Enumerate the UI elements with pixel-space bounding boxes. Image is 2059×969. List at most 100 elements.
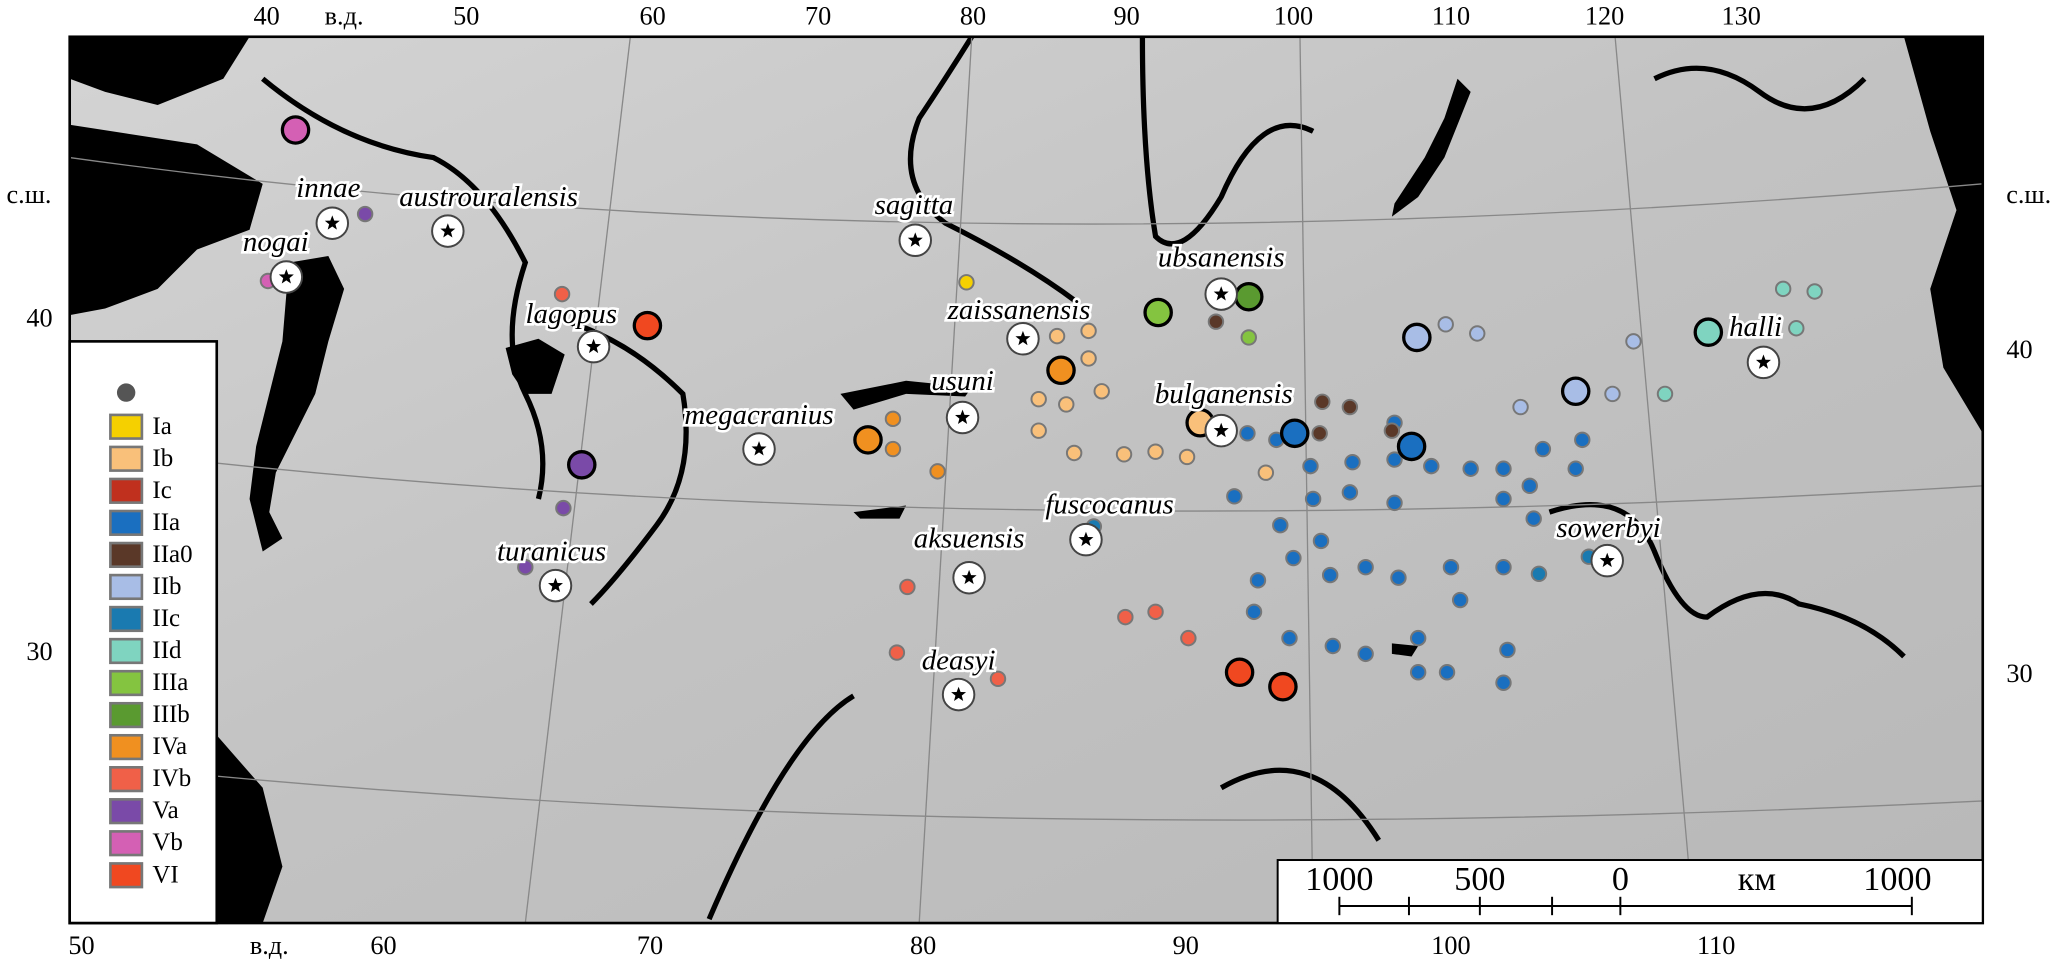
coordinate-label: 50	[453, 1, 479, 30]
sample-point	[1341, 398, 1359, 416]
sample-point	[1521, 477, 1538, 495]
sample-point	[1567, 460, 1584, 477]
sample-point	[1249, 572, 1267, 589]
legend-swatch	[109, 477, 144, 504]
taxon-label: fuscocanus	[1045, 488, 1173, 520]
coordinate-label: 130	[1721, 1, 1760, 30]
coordinate-label: с.ш.	[6, 180, 51, 209]
terrain	[69, 36, 1983, 924]
coordinate-label: в.д.	[325, 1, 364, 30]
coordinate-label: 40	[254, 1, 280, 30]
coordinate-label: 30	[26, 637, 52, 666]
sample-point	[1224, 657, 1255, 688]
sample-point	[1442, 559, 1460, 576]
legend-label: IIIa	[152, 669, 188, 696]
legend-label: IVa	[152, 733, 187, 760]
sample-point	[884, 410, 902, 428]
star	[548, 577, 563, 593]
legend-swatch	[109, 862, 144, 889]
taxon-label: megacranius	[684, 399, 833, 431]
star	[1015, 330, 1031, 346]
sample-point	[1178, 448, 1196, 466]
sample-point	[1469, 325, 1486, 342]
legend-swatch	[109, 605, 144, 633]
sample-point	[555, 499, 572, 517]
sample-point	[1390, 569, 1407, 586]
sample-point	[1693, 317, 1724, 347]
sample-point	[1240, 329, 1257, 346]
sample-point	[1093, 383, 1110, 400]
taxon-label: innae	[296, 172, 360, 204]
sample-point	[1386, 494, 1403, 512]
sample-point	[1058, 396, 1075, 413]
sample-point	[1239, 425, 1256, 442]
sample-point	[280, 115, 311, 145]
star	[586, 338, 602, 354]
taxon-label: usuni	[931, 365, 994, 397]
sample-point	[1285, 549, 1302, 567]
sample-point	[1409, 664, 1427, 681]
star	[751, 441, 767, 456]
legend-swatch	[109, 830, 144, 857]
coordinate-label: в.д.	[250, 931, 289, 960]
coordinate-label: 60	[370, 931, 396, 960]
sample-point	[989, 670, 1007, 688]
star	[440, 223, 456, 238]
taxon-label: nogai	[243, 226, 309, 258]
sample-point	[884, 440, 902, 458]
sample-point	[1525, 510, 1542, 527]
sample-point	[1207, 313, 1225, 330]
sample-point	[356, 205, 374, 223]
sample-point	[1080, 322, 1097, 340]
sample-point	[1234, 281, 1264, 312]
sample-point	[1462, 460, 1479, 477]
sample-point	[888, 644, 906, 661]
coordinate-label: 30	[2006, 659, 2032, 688]
legend-swatch	[109, 509, 144, 536]
taxon-label: bulganensis	[1155, 378, 1293, 410]
legend-label: IIa	[152, 509, 180, 536]
sample-point	[1180, 629, 1197, 647]
sample-point	[1383, 422, 1401, 439]
sample-point	[1117, 608, 1134, 626]
taxon-label: sowerbyi	[1556, 512, 1660, 544]
sample-point	[1402, 322, 1432, 353]
sample-point	[1147, 443, 1164, 460]
sample-point	[1495, 674, 1512, 691]
taxon-label: lagopus	[526, 298, 617, 330]
sample-point	[1495, 460, 1512, 477]
star	[961, 569, 977, 585]
legend-dot	[116, 383, 136, 402]
sample-point	[1115, 446, 1133, 463]
legend-label: IIc	[152, 605, 180, 632]
sample-point	[1304, 490, 1322, 508]
sample-point	[1560, 376, 1591, 407]
sample-point	[1451, 591, 1469, 609]
taxon-label: turanicus	[497, 536, 606, 568]
legend-label: Vb	[152, 829, 182, 856]
star	[951, 686, 967, 702]
legend-swatch	[109, 798, 144, 825]
taxon-label: ubsanensis	[1158, 242, 1285, 274]
legend-swatch	[109, 413, 144, 440]
sample-point	[1438, 664, 1456, 681]
sample-point	[1423, 457, 1440, 475]
coordinate-label: 40	[2006, 335, 2032, 364]
sample-point	[1534, 440, 1552, 458]
star	[278, 269, 294, 284]
legend-swatch	[109, 766, 144, 793]
legend-label: IVb	[152, 765, 191, 792]
sample-point	[1495, 490, 1512, 508]
sample-point	[899, 578, 916, 596]
sample-point	[1396, 431, 1427, 462]
legend-swatch	[109, 669, 144, 697]
star	[907, 232, 923, 247]
coordinate-label: 90	[1173, 931, 1199, 960]
sample-point	[517, 559, 534, 576]
sample-point	[1080, 350, 1097, 367]
legend-label: Ic	[152, 477, 171, 504]
sample-point	[1281, 629, 1298, 647]
sample-point	[1147, 603, 1164, 621]
sample-point	[1495, 559, 1512, 576]
taxon-label: sagitta	[875, 189, 954, 221]
